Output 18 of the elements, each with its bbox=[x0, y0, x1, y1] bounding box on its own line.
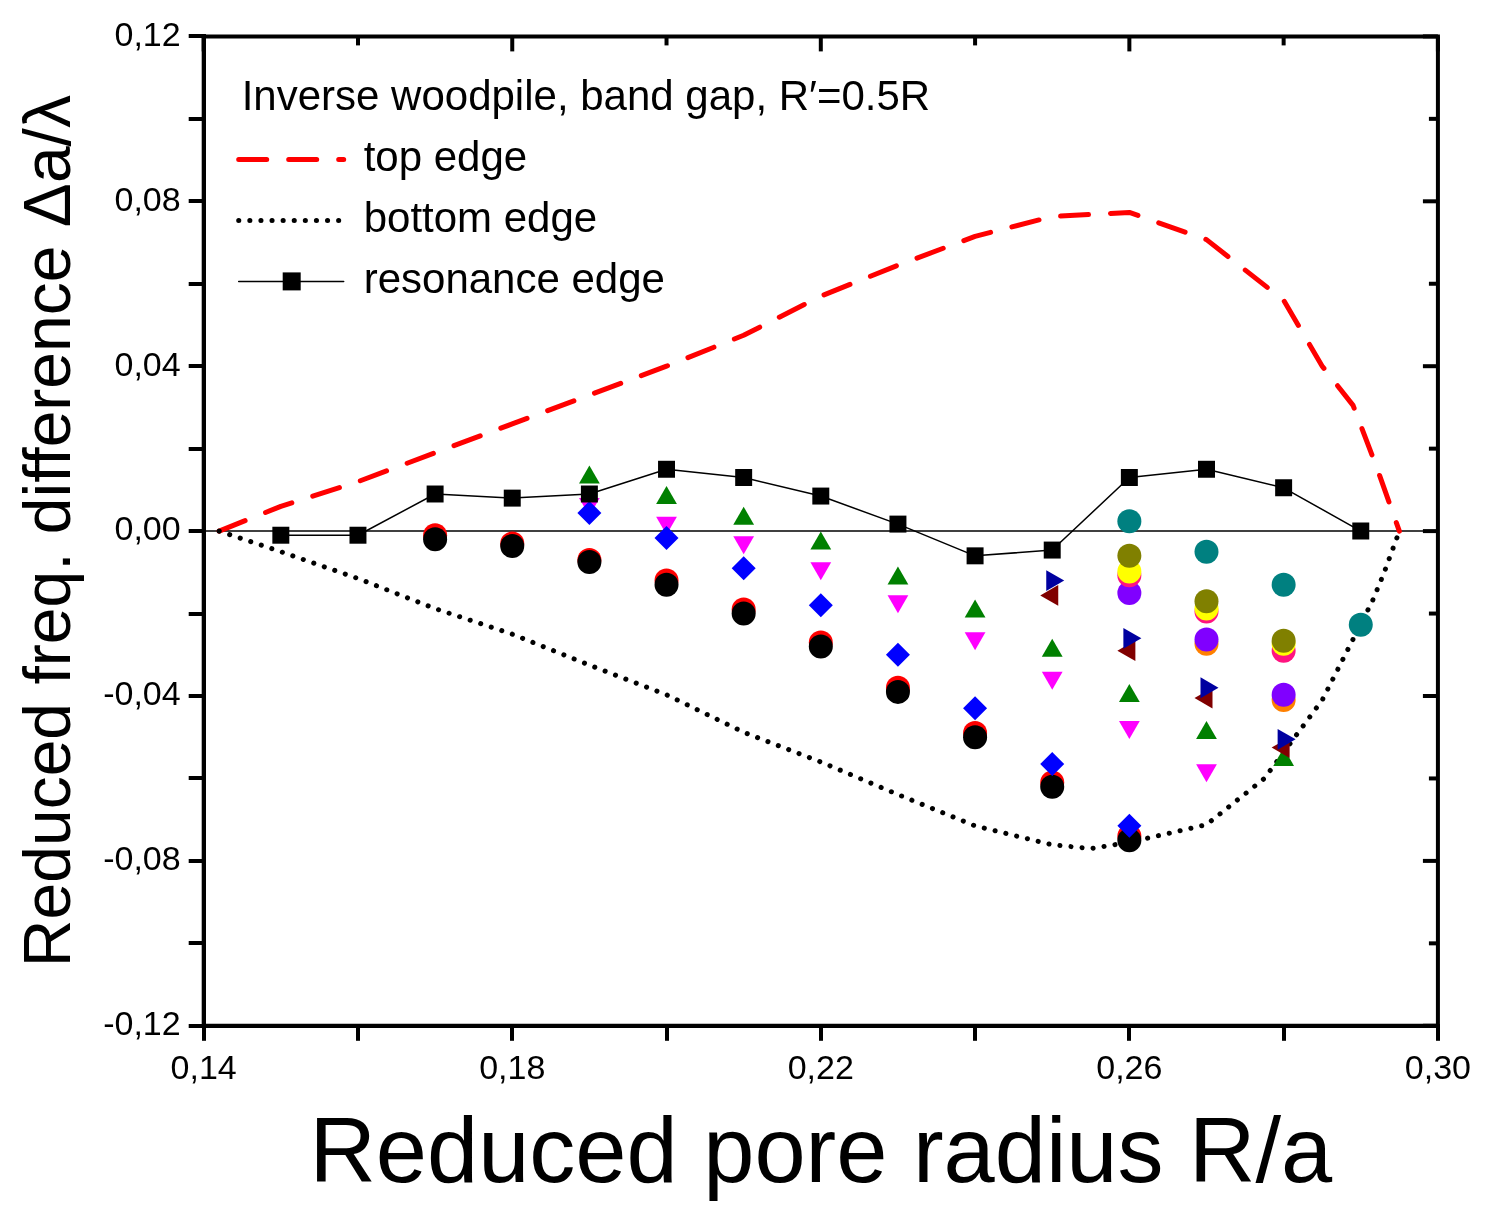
legend-label: top edge bbox=[363, 132, 528, 180]
legend-label: resonance edge bbox=[363, 254, 665, 302]
y-tick-label: -0,12 bbox=[103, 1004, 181, 1043]
x-axis-title: Reduced pore radius R/a bbox=[309, 1099, 1334, 1202]
x-tick-label: 0,26 bbox=[1096, 1047, 1163, 1086]
y-tick-label: 0,04 bbox=[114, 344, 181, 383]
y-tick-label: 0,08 bbox=[114, 179, 181, 218]
y-tick-label: -0,08 bbox=[103, 839, 181, 878]
x-tick-label: 0,14 bbox=[170, 1047, 237, 1086]
x-tick-label: 0,22 bbox=[787, 1047, 854, 1086]
legend-title: Inverse woodpile, band gap, R′=0.5R bbox=[241, 71, 931, 119]
x-tick-label: 0,18 bbox=[479, 1047, 546, 1086]
y-tick-label: 0,00 bbox=[114, 509, 181, 548]
y-tick-label: 0,12 bbox=[114, 14, 181, 53]
y-axis-title: Reduced freq. difference Δa/λ bbox=[9, 95, 84, 968]
legend-label: bottom edge bbox=[363, 193, 598, 241]
y-tick-label: -0,04 bbox=[103, 674, 181, 713]
x-tick-label: 0,30 bbox=[1404, 1047, 1472, 1086]
